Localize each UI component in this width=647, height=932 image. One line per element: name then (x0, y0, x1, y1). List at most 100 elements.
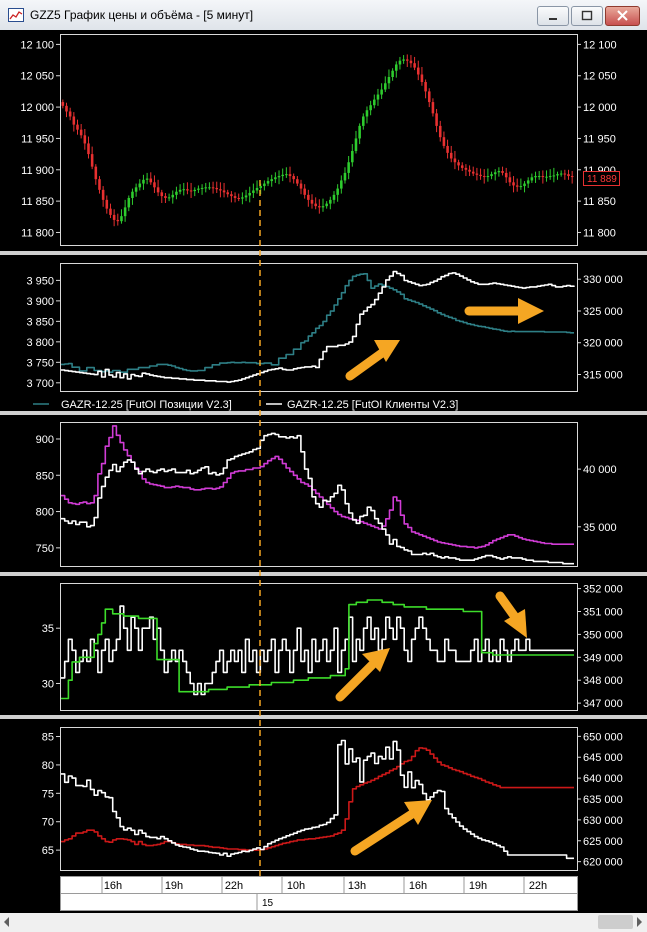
candle-body (252, 190, 255, 193)
candle-body (230, 194, 233, 197)
pane5-series-1 (61, 747, 574, 851)
candle-body (394, 64, 398, 71)
date-axis-bar (60, 893, 578, 911)
price-left-tick-label: 12 100 (20, 39, 54, 51)
pane2-left-tick-label: 3 850 (26, 316, 54, 328)
candle-body (131, 191, 134, 198)
candle-body (508, 177, 512, 183)
candle-body (285, 174, 288, 176)
candle-body (248, 192, 251, 196)
candle-body (182, 189, 186, 191)
candle-body (219, 189, 222, 191)
pane4-right-tick-label: 348 000 (583, 675, 623, 687)
pane-separator[interactable] (0, 251, 647, 255)
minimize-icon (549, 18, 557, 20)
price-right-tick-label: 11 950 (583, 133, 616, 145)
candle-body (193, 189, 197, 192)
candle-body (559, 173, 563, 175)
price-left-tick-label: 11 850 (21, 196, 54, 208)
candle-body (72, 116, 76, 125)
candle-body (552, 175, 556, 177)
pane4-left-tick-label: 35 (42, 623, 54, 635)
candle-body (501, 171, 504, 173)
pane2-left-tick-label: 3 750 (26, 357, 54, 369)
candle-body (567, 174, 570, 177)
pane5-series-2 (61, 739, 574, 860)
date-label: 15 (262, 898, 274, 909)
candle-body (431, 102, 435, 114)
time-label: 22h (225, 880, 243, 892)
candle-body (479, 174, 482, 177)
close-button[interactable] (605, 6, 640, 26)
candle-body (288, 174, 292, 177)
candle-body (409, 60, 413, 64)
candle-body (398, 60, 402, 65)
annotation-arrow (335, 648, 390, 702)
candle-body (237, 197, 241, 199)
pane2-left-tick-label: 3 950 (26, 275, 54, 287)
scrollbar-thumb[interactable] (598, 915, 633, 929)
maximize-button[interactable] (571, 6, 603, 26)
candle-body (178, 189, 182, 192)
window-title: GZZ5 График цены и объёма - [5 минут] (30, 8, 254, 22)
candle-body (292, 176, 295, 180)
candle-body (362, 116, 365, 126)
annotation-arrow (464, 298, 544, 324)
candle-body (76, 124, 79, 130)
pane2-left-tick-label: 3 900 (26, 296, 54, 308)
candle-body (233, 196, 237, 198)
candle-body (384, 83, 387, 90)
price-pane-frame (60, 34, 578, 246)
time-axis-labels: 16h 19h 22h 10h 13h 16h 19h 22h (101, 877, 547, 910)
candle-body (263, 183, 266, 187)
candle-body (87, 143, 90, 155)
pane-separator[interactable] (0, 411, 647, 415)
minimize-button[interactable] (537, 6, 569, 26)
pane-separator[interactable] (0, 715, 647, 719)
candle-body (142, 179, 145, 184)
candle-body (457, 162, 460, 166)
candle-body (442, 137, 446, 146)
pane3-left-tick-label: 800 (36, 507, 54, 519)
candle-body (270, 179, 273, 182)
candle-body (321, 206, 325, 208)
candle-body (405, 59, 409, 61)
candle-body (68, 111, 72, 117)
annotation-arrow (350, 800, 432, 856)
candle-body (241, 197, 244, 199)
candle-body (435, 113, 438, 126)
time-label: 13h (348, 880, 366, 892)
candle-body (215, 187, 219, 190)
time-label: 19h (469, 880, 487, 892)
time-axis-bar[interactable] (60, 876, 578, 894)
pane5-left-tick-label: 70 (42, 817, 54, 829)
price-right-tick-label: 12 100 (583, 39, 617, 51)
pane5-right-tick-label: 625 000 (583, 836, 623, 848)
title-bar[interactable]: GZZ5 График цены и объёма - [5 минут] (0, 0, 647, 31)
scroll-right-icon[interactable] (637, 917, 642, 927)
candle-body (101, 189, 105, 200)
candle-body (420, 74, 424, 83)
pane2-series-2 (61, 270, 575, 383)
pane5-right-tick-label: 620 000 (583, 857, 623, 869)
horizontal-scrollbar[interactable] (0, 913, 647, 932)
candle-body (98, 179, 101, 190)
pane2-left-tick-label: 3 700 (26, 378, 54, 390)
last-price-label: 11 889 (587, 174, 617, 185)
price-left-tick-label: 11 800 (21, 227, 54, 239)
time-label: 16h (409, 880, 427, 892)
candle-body (424, 82, 427, 92)
candle-body (266, 181, 270, 184)
candle-body (453, 158, 457, 163)
candle-body (310, 199, 314, 204)
candle-body (175, 191, 178, 195)
pane-separator[interactable] (0, 572, 647, 576)
candle-body (427, 91, 431, 103)
chart-app-icon (8, 8, 24, 22)
pane3-left-tick-label: 850 (36, 470, 54, 482)
pane3-series-2 (61, 432, 574, 565)
time-label: 10h (287, 880, 305, 892)
candle-body (120, 216, 123, 222)
candle-body (296, 179, 299, 184)
scroll-left-icon[interactable] (4, 917, 9, 927)
